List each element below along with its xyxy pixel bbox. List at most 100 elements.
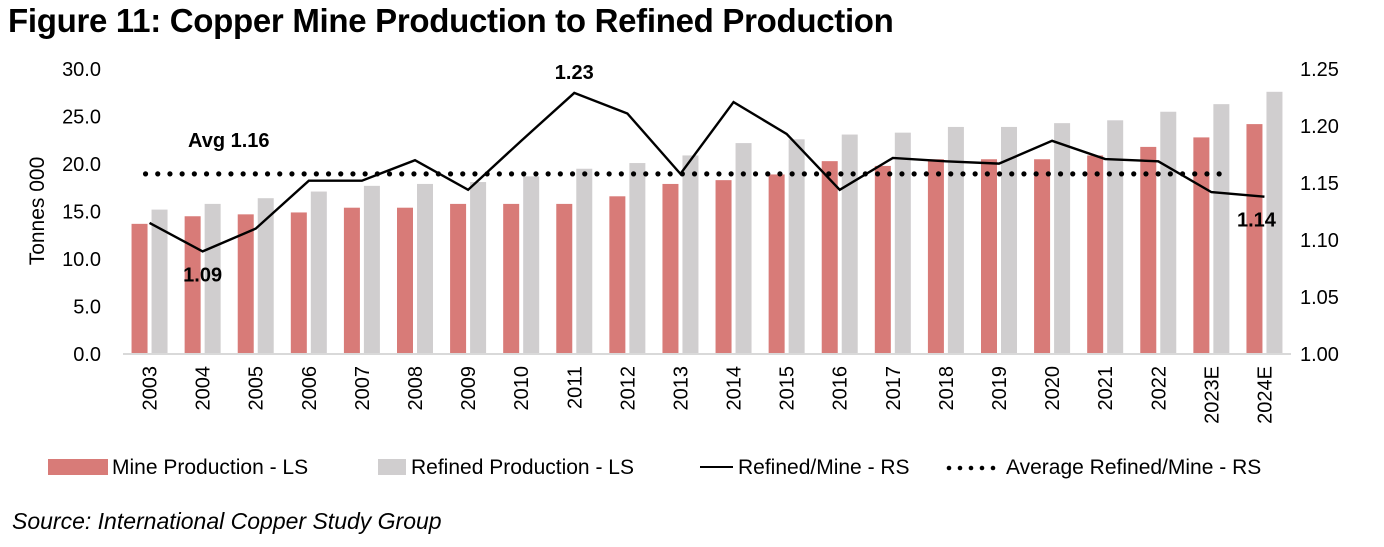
x-tick-label: 2013 <box>670 366 692 411</box>
average-line-dot <box>264 171 271 177</box>
bar-refined-production <box>576 168 593 354</box>
left-tick-label: 10.0 <box>62 249 101 271</box>
bar-refined-production <box>788 139 805 354</box>
left-axis-ticks: 0.0 5.0 10.0 15.0 20.0 25.0 30.0 <box>62 59 101 366</box>
average-line-dot <box>362 171 368 177</box>
average-line-dot <box>277 171 283 177</box>
right-tick-label: 1.25 <box>1300 59 1339 81</box>
bar-refined-production <box>310 191 327 354</box>
x-tick-label: 2022 <box>1148 366 1170 411</box>
x-tick-label: 2014 <box>724 366 746 411</box>
average-line <box>142 171 1222 177</box>
bar-mine-production <box>556 203 573 354</box>
average-line-dot <box>179 171 185 177</box>
x-tick-label: 2020 <box>1042 366 1064 411</box>
legend-swatch-average-dot <box>946 465 952 471</box>
average-line-dot <box>167 171 173 177</box>
average-line-dot <box>240 171 246 177</box>
average-line-dot <box>582 171 588 177</box>
average-line-dot <box>325 171 332 177</box>
x-axis-ticks: 2003 2004 2005 2006 2007 2008 2009 2010 2011 2012… <box>140 366 1277 424</box>
average-line-dot <box>1045 171 1051 177</box>
bar-mine-production <box>1140 146 1157 354</box>
average-line-dot <box>569 171 576 177</box>
bar-refined-production <box>735 143 752 354</box>
average-line-dot <box>911 171 917 177</box>
bar-mine-production <box>397 207 413 354</box>
x-tick-label: 2005 <box>246 366 268 411</box>
bar-mine-production <box>609 196 626 354</box>
x-tick-label: 2003 <box>140 366 162 411</box>
average-line-dot <box>850 171 856 177</box>
x-tick-label: 2017 <box>883 366 905 411</box>
left-tick-label: 15.0 <box>62 202 101 224</box>
bar-mine-production <box>821 161 838 354</box>
bar-mine-production <box>503 203 520 354</box>
x-tick-label: 2016 <box>830 366 852 411</box>
average-line-dot <box>338 171 344 177</box>
legend-swatch-average-dot <box>957 465 963 471</box>
x-tick-label: 2023E <box>1201 366 1223 424</box>
average-line-dot <box>594 171 600 177</box>
average-line-dot <box>1094 171 1100 177</box>
average-line-dot <box>252 171 258 177</box>
average-line-dot <box>1033 171 1039 177</box>
bar-mine-production <box>874 165 891 354</box>
legend-swatch-refined <box>378 459 406 475</box>
bar-refined-production <box>204 203 221 354</box>
bar-mine-production <box>981 159 997 354</box>
average-line-dot <box>643 171 649 177</box>
x-tick-label: 2004 <box>193 366 215 411</box>
bar-refined-production <box>1054 123 1071 355</box>
right-tick-label: 1.20 <box>1300 116 1339 138</box>
average-line-dot <box>765 171 771 177</box>
x-tick-label: 2012 <box>617 366 639 411</box>
bar-mine-production <box>1034 159 1051 354</box>
average-line-dot <box>874 171 881 177</box>
annotations: 1.23 1.09 1.14 Avg 1.16 <box>183 62 1277 286</box>
bar-refined-production <box>1107 120 1124 354</box>
bar-refined-production <box>363 185 380 354</box>
average-line-dot <box>704 171 710 177</box>
legend-swatch-average-dot <box>979 465 985 471</box>
average-line-dot <box>447 171 454 177</box>
average-line-dot <box>155 171 161 177</box>
bar-refined-production <box>894 132 911 354</box>
bar-refined-production <box>947 126 964 354</box>
x-tick-label: 2010 <box>511 366 533 411</box>
average-line-dot <box>838 171 844 177</box>
average-line-dot <box>923 171 929 177</box>
left-tick-label: 25.0 <box>62 107 101 129</box>
x-tick-label: 2006 <box>299 366 321 411</box>
data-annotation: 1.14 <box>1237 210 1277 232</box>
legend-swatch-average-dot <box>968 465 974 471</box>
average-line-dot <box>630 171 637 177</box>
y-axis-label: Tonnes 000 <box>26 157 49 266</box>
right-tick-label: 1.10 <box>1300 230 1339 252</box>
legend-swatch-mine <box>48 459 108 475</box>
bar-refined-production <box>1266 91 1283 355</box>
bar-refined-production <box>682 155 699 354</box>
bar-refined-production <box>841 134 858 354</box>
average-line-dot <box>1143 171 1149 177</box>
x-tick-label: 2024E <box>1254 366 1276 424</box>
bar-mine-production <box>927 159 944 354</box>
average-line-dot <box>972 171 978 177</box>
average-line-dot <box>606 171 612 177</box>
average-line-dot <box>1070 171 1076 177</box>
average-line-dot <box>1204 171 1210 177</box>
left-tick-label: 20.0 <box>62 154 101 176</box>
average-line-dot <box>289 171 295 177</box>
average-line-dot <box>191 171 197 177</box>
average-line-dot <box>423 171 429 177</box>
x-tick-label: 2008 <box>405 366 427 411</box>
bar-refined-production <box>257 198 274 354</box>
average-line-dot <box>496 171 502 177</box>
bar-mine-production <box>237 214 254 354</box>
bar-refined-production <box>1001 126 1017 354</box>
bar-mine-production <box>1087 155 1104 354</box>
average-line-dot <box>411 171 417 177</box>
right-axis-ticks: 1.00 1.05 1.10 1.15 1.20 1.25 <box>1300 59 1339 366</box>
source-note: Source: International Copper Study Group <box>12 508 442 534</box>
bar-refined-production <box>1213 104 1230 355</box>
